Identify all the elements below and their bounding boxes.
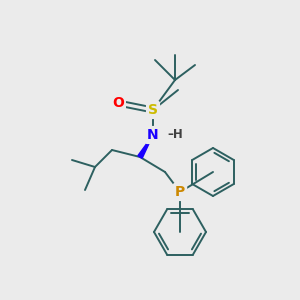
Text: N: N: [147, 128, 159, 142]
Polygon shape: [138, 135, 153, 158]
Text: –H: –H: [167, 128, 183, 142]
Text: O: O: [112, 96, 124, 110]
Text: S: S: [148, 103, 158, 117]
Text: P: P: [175, 185, 185, 199]
